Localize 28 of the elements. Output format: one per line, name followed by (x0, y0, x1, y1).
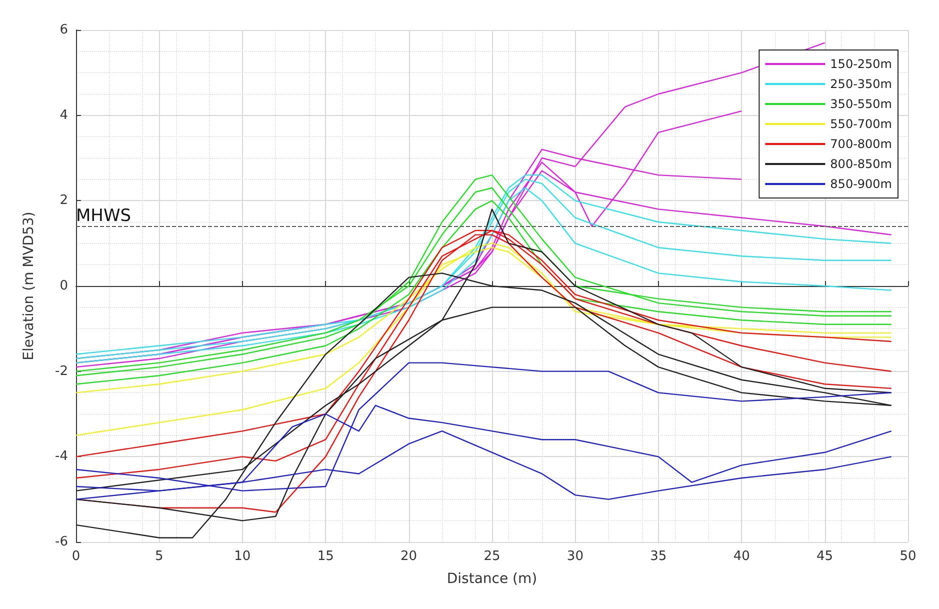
y-tick-label: -6 (55, 534, 68, 550)
y-tick-label: 4 (60, 108, 68, 123)
y-tick-label: 2 (60, 193, 68, 208)
legend-label: 250-350m (830, 77, 892, 91)
x-tick-label: 50 (900, 549, 916, 564)
legend-label: 850-900m (830, 177, 892, 191)
x-tick-label: 25 (484, 549, 500, 564)
y-tick-label: 6 (60, 22, 68, 38)
legend-label: 550-700m (830, 117, 892, 131)
x-tick-label: 0 (72, 549, 80, 564)
legend-label: 700-800m (830, 137, 892, 151)
x-axis-title: Distance (m) (446, 571, 538, 587)
legend-label: 150-250m (830, 57, 892, 71)
legend-label: 350-550m (830, 97, 892, 111)
legend-label: 800-850m (830, 157, 892, 171)
x-tick-label: 40 (733, 549, 750, 564)
x-tick-label: 35 (650, 549, 667, 564)
y-axis-title: Elevation (m MVD53) (21, 212, 37, 360)
x-tick-label: 10 (234, 549, 251, 564)
x-tick-label: 20 (400, 549, 418, 564)
ref-line-label: MHWS (76, 206, 132, 226)
y-tick-label: 0 (60, 278, 68, 294)
x-tick-label: 30 (566, 549, 584, 564)
y-tick-label: -4 (55, 449, 68, 464)
x-tick-label: 45 (816, 549, 834, 564)
y-tick-label: -2 (55, 364, 68, 379)
x-tick-label: 5 (155, 549, 164, 564)
x-tick-label: 15 (317, 549, 334, 564)
